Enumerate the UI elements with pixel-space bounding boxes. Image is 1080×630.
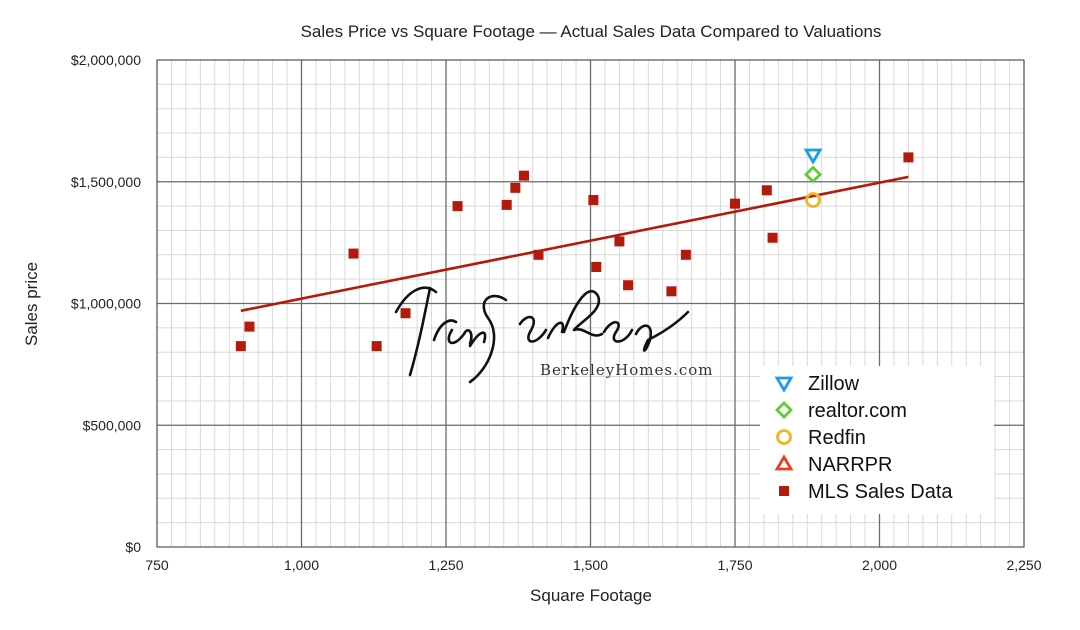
data-point-diamond <box>804 165 823 184</box>
x-tick-label: 1,250 <box>428 557 463 573</box>
x-axis-label: Square Footage <box>530 586 652 605</box>
data-point-square <box>614 236 625 247</box>
data-point-square <box>761 185 772 196</box>
legend-marker-triangle-up <box>774 454 794 471</box>
legend: Zillow realtor.com Redfin NARRPR MLS Sales D… <box>760 366 994 514</box>
legend-label: Zillow <box>808 373 860 395</box>
data-point-square <box>519 170 530 181</box>
data-point-square <box>235 341 246 352</box>
legend-label: Redfin <box>808 427 866 449</box>
data-point-square <box>501 199 512 210</box>
data-point-triangle-down <box>803 148 823 165</box>
data-point-square <box>533 249 544 260</box>
data-point-square <box>510 182 521 193</box>
data-point-square <box>730 198 740 209</box>
y-tick-label: $0 <box>125 539 141 555</box>
signature-watermark: BerkeleyHomes.com <box>394 286 714 384</box>
legend-marker-diamond <box>775 401 793 419</box>
legend-marker-triangle-down <box>774 376 794 393</box>
data-point-square <box>244 321 255 332</box>
legend-box <box>760 366 994 514</box>
legend-label: realtor.com <box>808 400 907 422</box>
legend-marker-circle <box>776 429 792 445</box>
y-axis-label: Sales price <box>22 262 41 346</box>
trendline <box>240 175 909 313</box>
signature-scribble <box>394 286 690 384</box>
data-point-square <box>666 286 677 297</box>
data-point-square <box>903 152 914 163</box>
watermark-site: BerkeleyHomes.com <box>540 361 714 379</box>
x-tick-label: 1,000 <box>284 557 319 573</box>
y-tick-label: $1,000,000 <box>71 296 141 312</box>
chart-title: Sales Price vs Square Footage — Actual S… <box>301 22 882 41</box>
y-tick-label: $500,000 <box>83 417 142 433</box>
data-point-square <box>371 341 382 352</box>
data-point-square <box>623 280 634 291</box>
plot-frame <box>156 59 1025 548</box>
data-point-square <box>767 232 778 243</box>
x-tick-label: 2,250 <box>1006 557 1041 573</box>
data-point-square <box>680 249 691 260</box>
y-tick-label: $2,000,000 <box>71 52 141 68</box>
x-axis-ticks: 750 1,000 1,250 1,500 1,750 2,000 2,250 <box>145 557 1041 573</box>
data-point-square <box>348 248 359 259</box>
data-point-circle <box>805 192 821 208</box>
data-point-square <box>452 201 463 212</box>
legend-marker-square <box>779 486 789 496</box>
legend-label: MLS Sales Data <box>808 481 953 503</box>
data-point-square <box>591 261 602 272</box>
y-axis-ticks: $0 $500,000 $1,000,000 $1,500,000 $2,000,000 <box>71 52 141 555</box>
data-marks <box>235 148 914 352</box>
x-tick-label: 1,500 <box>573 557 608 573</box>
x-tick-label: 2,000 <box>862 557 897 573</box>
x-tick-label: 750 <box>145 557 169 573</box>
data-point-square <box>400 308 411 319</box>
y-tick-label: $1,500,000 <box>71 174 141 190</box>
data-point-square <box>588 195 599 206</box>
x-tick-label: 1,750 <box>717 557 752 573</box>
legend-label: NARRPR <box>808 454 892 476</box>
